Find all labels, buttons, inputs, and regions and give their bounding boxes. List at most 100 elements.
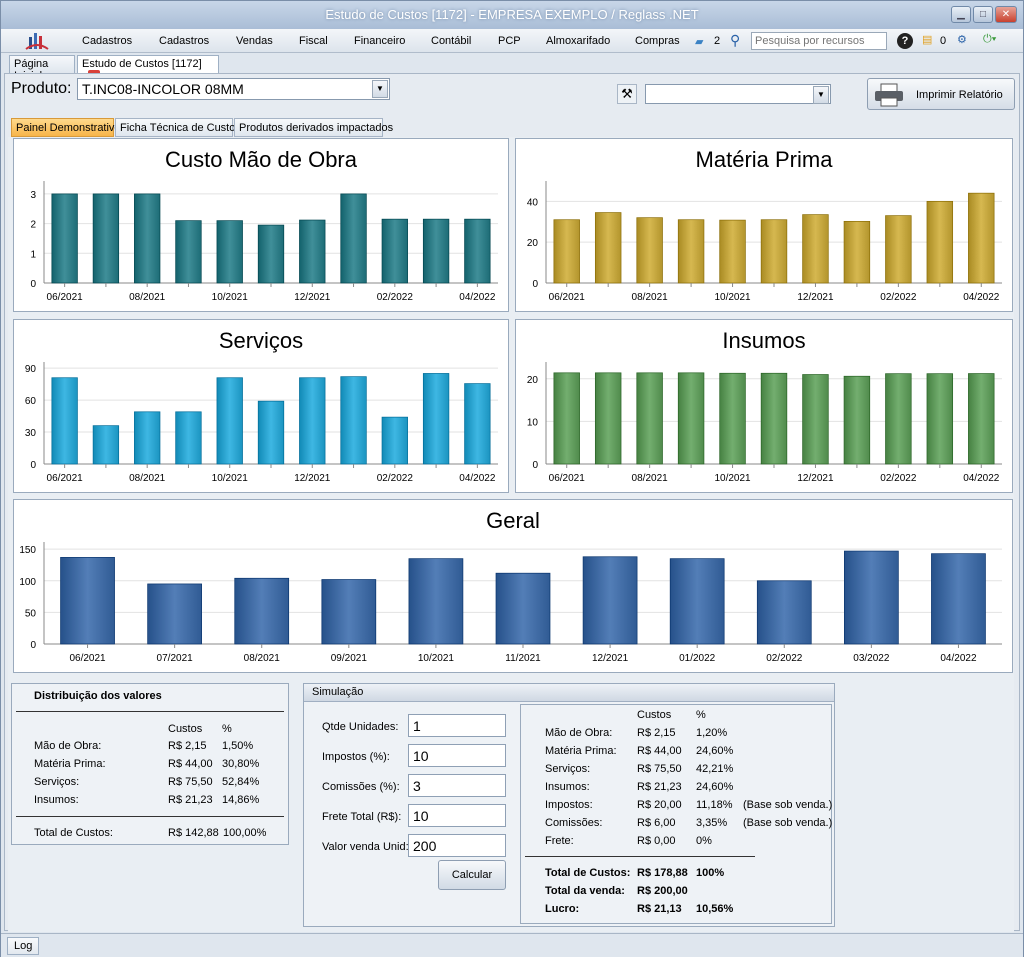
chart-insumos: 0 10 20 06/2021 08/2021 10/2021 12/2021 02/2022…: [515, 319, 1013, 493]
bar: [422, 218, 450, 284]
search-icon[interactable]: ⚲: [730, 32, 741, 48]
y-tick-label: 50: [25, 608, 37, 619]
minimize-button[interactable]: ▁: [951, 6, 971, 23]
calcular-button[interactable]: Calcular: [438, 860, 506, 890]
x-tick-label: 08/2021: [129, 473, 166, 484]
bar: [582, 556, 638, 645]
x-tick-label: 10/2021: [714, 473, 751, 484]
dist-row-custo: R$ 21,23: [168, 794, 213, 806]
x-tick-label: 10/2021: [212, 473, 249, 484]
chart-geral: 0 50 100 150 06/2021 07/2021 08/2021 09/2021 10/…: [13, 499, 1013, 673]
tools-icon[interactable]: ⚒: [617, 84, 637, 104]
tab-estudo-de-custos[interactable]: Estudo de Custos [1172]✕: [77, 55, 219, 83]
total-custo: R$ 142,88: [168, 827, 219, 839]
sim-field-input[interactable]: [408, 834, 506, 857]
bar: [926, 373, 954, 465]
bar: [553, 372, 580, 465]
y-tick-label: 2: [30, 220, 36, 231]
simulacao-title: Simulação: [304, 684, 834, 702]
filter-select[interactable]: ▼: [645, 84, 831, 104]
close-button[interactable]: ✕: [995, 6, 1017, 23]
dist-row-pct: 1,50%: [222, 740, 254, 752]
dist-row-pct: 30,80%: [222, 758, 260, 770]
print-report-button[interactable]: Imprimir Relatório: [867, 78, 1015, 110]
tab-ficha-tecnica[interactable]: Ficha Técnica de Custos: [115, 118, 241, 137]
bar: [802, 214, 829, 284]
sim-field-input[interactable]: [408, 804, 506, 827]
log-tab[interactable]: Log: [7, 937, 40, 955]
x-tick-label: 09/2021: [331, 653, 368, 664]
total-label: Total de Custos:: [34, 827, 113, 839]
y-tick-label: 60: [25, 396, 37, 407]
search-input[interactable]: [751, 32, 887, 50]
maximize-button[interactable]: □: [973, 6, 993, 23]
sim-row-custo: R$ 20,00: [637, 799, 682, 811]
col-pct: %: [696, 709, 706, 721]
sim-field-input[interactable]: [408, 744, 506, 767]
x-tick-label: 04/2022: [459, 473, 496, 484]
chart-title: Geral: [486, 508, 540, 533]
x-tick-label: 07/2021: [157, 653, 194, 664]
menu-financeiro[interactable]: Financeiro: [354, 35, 406, 47]
sim-field-input[interactable]: [408, 774, 506, 797]
menu-pcp[interactable]: PCP: [498, 35, 521, 47]
help-icon[interactable]: ?: [897, 33, 913, 49]
chart-plot: 0 30 60 90 06/2021 08/2021 10/2021 12/2021 02/20…: [25, 362, 498, 484]
message-icon[interactable]: ▤: [922, 34, 933, 46]
chevron-down-icon[interactable]: ▼: [813, 86, 829, 104]
y-tick-label: 0: [30, 640, 36, 651]
menu-fiscal[interactable]: Fiscal: [299, 35, 328, 47]
x-tick-label: 04/2022: [963, 292, 1000, 303]
dist-row-label: Mão de Obra:: [34, 740, 102, 752]
app-logo-icon[interactable]: [23, 31, 51, 51]
divider: [16, 711, 284, 712]
tab-pagina-inicial[interactable]: Página Inicial: [9, 55, 75, 82]
menu-cadastros-2[interactable]: Cadastros: [159, 35, 210, 47]
dist-row-pct: 14,86%: [222, 794, 260, 806]
bar: [885, 215, 912, 284]
menu-vendas[interactable]: Vendas: [236, 35, 273, 47]
bar: [422, 373, 450, 465]
simulacao-results: Custos % Mão de Obra: R$ 2,15 1,20% Matéria…: [520, 704, 832, 924]
bar: [234, 577, 290, 645]
dashboard-panel: 0 1 2 3 06/2021 08/2021 10/2021 12/2021 02/2022 0…: [8, 137, 1014, 932]
x-tick-label: 08/2021: [632, 473, 669, 484]
x-tick-label: 03/2022: [853, 653, 890, 664]
bar: [60, 557, 115, 645]
bar: [134, 193, 161, 284]
bar: [340, 193, 367, 284]
x-tick-label: 12/2021: [294, 292, 331, 303]
menu-contabil[interactable]: Contábil: [431, 35, 472, 47]
menu-compras[interactable]: Compras: [635, 35, 680, 47]
bar: [147, 583, 202, 645]
bar: [340, 376, 367, 465]
x-tick-label: 10/2021: [212, 292, 249, 303]
col-custos: Custos: [168, 723, 203, 735]
sim-row-custo: R$ 75,50: [637, 763, 682, 775]
sim-field-input[interactable]: [408, 714, 506, 737]
notification-icon[interactable]: ▰: [695, 36, 704, 48]
bar: [553, 219, 580, 284]
bar: [175, 411, 202, 465]
sim-row-custo: R$ 0,00: [637, 835, 676, 847]
menu-almoxarifado[interactable]: Almoxarifado: [546, 35, 611, 47]
x-tick-label: 06/2021: [69, 653, 106, 664]
x-tick-label: 02/2022: [377, 473, 414, 484]
power-icon[interactable]: ⏻▾: [983, 33, 997, 45]
chevron-down-icon[interactable]: ▼: [372, 80, 388, 98]
tab-produtos-derivados[interactable]: Produtos derivados impactados: [234, 118, 393, 137]
produto-select[interactable]: T.INC08-INCOLOR 08MM ▼: [77, 78, 390, 100]
simulacao-panel: Simulação Qtde Unidades: Impostos (%): Com…: [303, 683, 835, 927]
bar: [216, 220, 243, 284]
y-tick-label: 0: [30, 460, 36, 471]
main-content: Produto: T.INC08-INCOLOR 08MM ▼ ⚒ ▼ Impr…: [4, 73, 1020, 932]
x-tick-label: 04/2022: [963, 473, 1000, 484]
settings-icon[interactable]: ⚙: [957, 34, 967, 46]
sim-row-label: Impostos:: [545, 799, 593, 811]
tab-painel-demonstrativo[interactable]: Painel Demonstrativo: [11, 118, 121, 137]
sim-row-label: Comissões:: [545, 817, 603, 829]
chart-plot: 0 20 40 06/2021 08/2021 10/2021 12/2021 02/2022…: [527, 181, 1002, 303]
bar: [175, 220, 202, 284]
col-pct: %: [222, 723, 232, 735]
menu-cadastros-1[interactable]: Cadastros: [82, 35, 133, 47]
